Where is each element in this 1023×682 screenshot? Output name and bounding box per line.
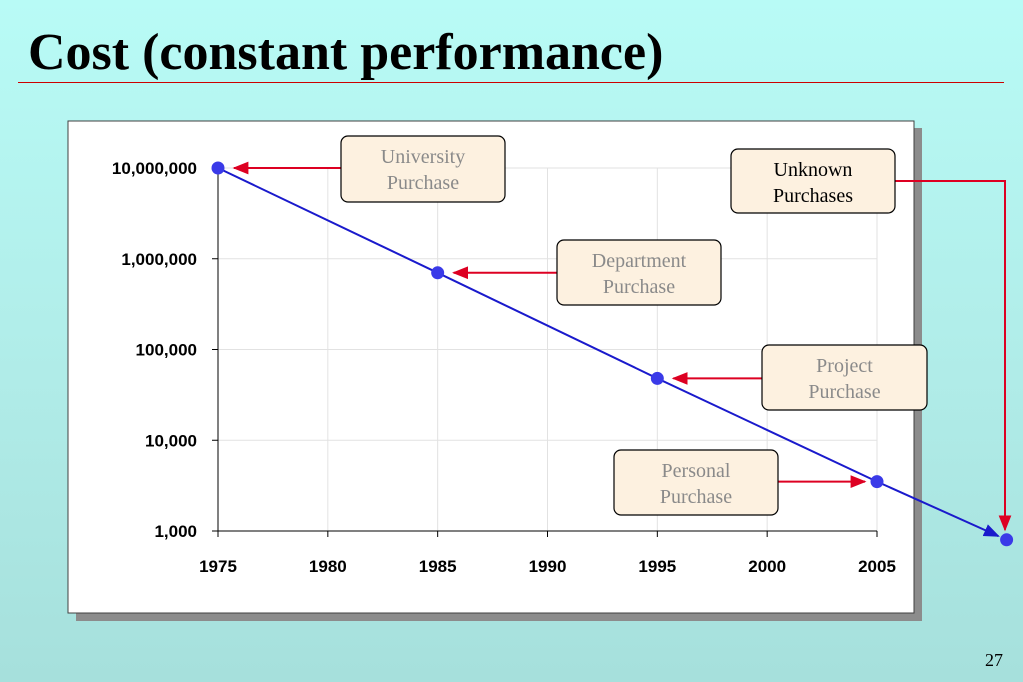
callout-arrows xyxy=(232,161,1012,532)
data-point xyxy=(431,266,445,280)
series xyxy=(211,161,1014,547)
callout-label: Project xyxy=(816,355,873,377)
callout-box xyxy=(340,135,506,203)
callout-project-purchase: Project Purchase xyxy=(761,344,928,411)
x-tick-label: 1980 xyxy=(309,557,347,576)
y-tick-label: 10,000,000 xyxy=(112,159,197,178)
callouts: UniversityPurchaseDepartmentPurchaseProj… xyxy=(340,135,928,516)
callout-label: Unknown xyxy=(774,159,853,181)
slide-title: Cost (constant performance) xyxy=(28,24,664,81)
callout-label: Department xyxy=(592,250,687,272)
callout-box xyxy=(761,344,928,411)
axes: 1975 1980 1985 1990 1995 2000 2005 1,000 10,000 1… xyxy=(112,159,896,576)
x-tick-label: 2000 xyxy=(748,557,786,576)
callout-label: Purchase xyxy=(808,381,880,403)
title-underline xyxy=(18,82,1004,83)
x-tick-label: 2005 xyxy=(858,557,896,576)
x-tick-label: 1985 xyxy=(419,557,457,576)
callout-label: Purchase xyxy=(603,276,675,298)
callout-box xyxy=(730,148,896,214)
x-tick-label: 1995 xyxy=(638,557,676,576)
callout-label: Purchase xyxy=(387,172,459,194)
y-tick-label: 100,000 xyxy=(136,341,197,360)
data-point xyxy=(870,475,884,489)
callout-label: Personal xyxy=(662,460,731,482)
x-tick-label: 1975 xyxy=(199,557,237,576)
callout-label: Purchase xyxy=(660,486,732,508)
x-tick-label: 1990 xyxy=(529,557,567,576)
callout-department-purchase: Department Purchase xyxy=(556,239,722,306)
callout-label: University xyxy=(381,146,465,168)
callout-unknown-purchases: Unknown Purchases xyxy=(730,148,896,214)
data-point xyxy=(1000,533,1014,547)
callout-university-purchase: University Purchase xyxy=(340,135,506,203)
callout-box xyxy=(556,239,722,306)
data-point xyxy=(211,161,225,175)
callout-box xyxy=(613,449,779,516)
callout-label: Purchases xyxy=(773,185,853,207)
y-tick-label: 10,000 xyxy=(145,431,197,450)
callout-personal-purchase: Personal Purchase xyxy=(613,449,779,516)
callout-arrow-elbow xyxy=(895,180,1012,532)
data-point xyxy=(650,371,664,385)
page-number: 27 xyxy=(985,650,1003,670)
y-tick-label: 1,000 xyxy=(154,522,197,541)
y-tick-label: 1,000,000 xyxy=(121,250,197,269)
